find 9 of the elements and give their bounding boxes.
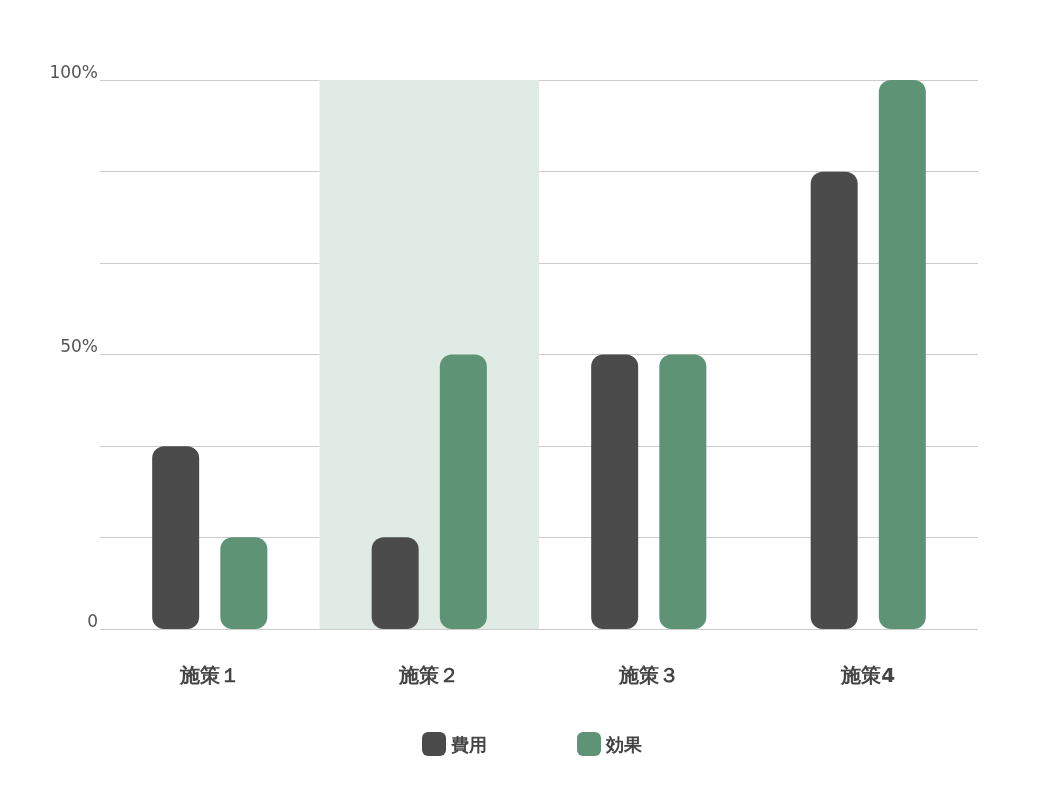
y-tick-label: 0 (87, 610, 98, 631)
x-tick-label: 施策２ (398, 663, 460, 687)
x-tick-label: 施策３ (617, 663, 679, 687)
legend-label: 効果 (605, 733, 643, 755)
legend-label: 費用 (450, 733, 487, 755)
x-tick-label: 施策１ (178, 663, 240, 687)
x-tick-label: 施策4 (840, 663, 896, 687)
y-tick-label: 50% (60, 336, 98, 356)
y-tick-label: 100% (49, 61, 98, 82)
